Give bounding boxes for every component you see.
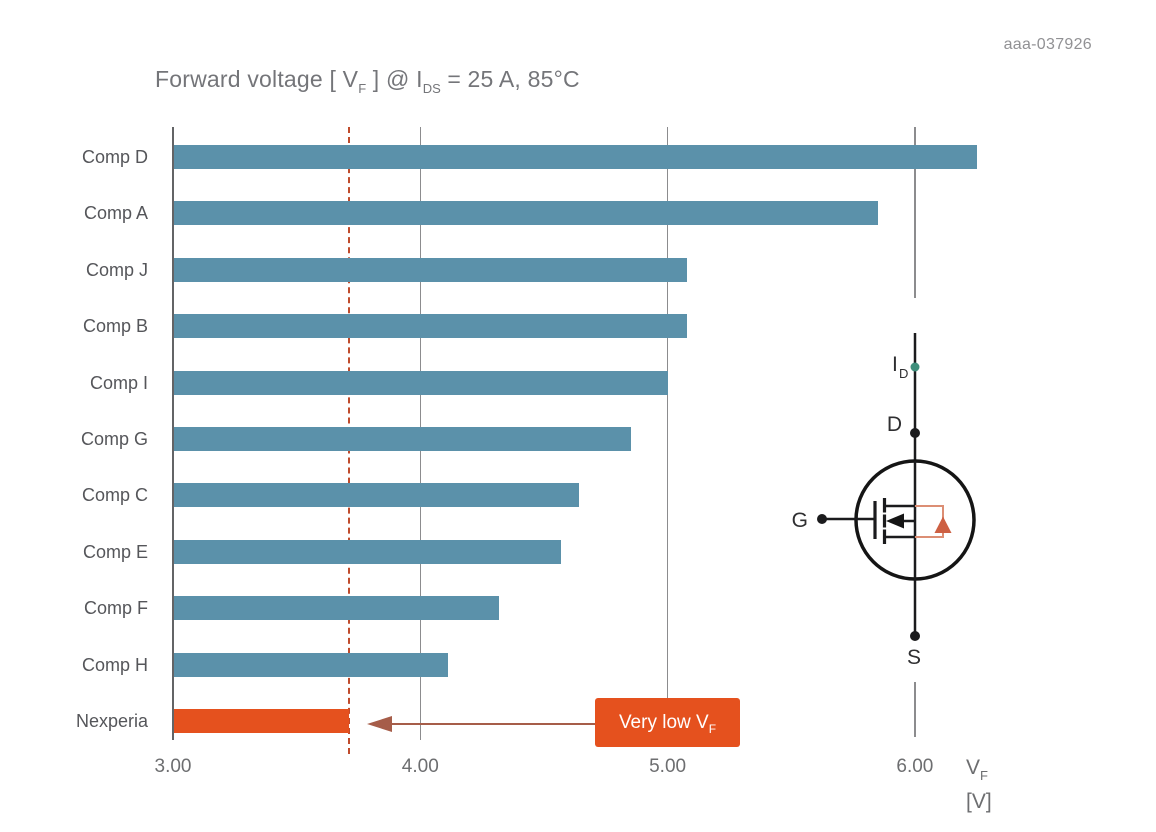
bar-comp-g (174, 427, 631, 451)
annotation-arrowhead-icon (367, 716, 392, 732)
chart-title: Forward voltage [ VF ] @ IDS = 25 A, 85°… (155, 66, 580, 96)
mosfet-circuit-diagram: I D D G S (792, 333, 976, 669)
annotation-arrow-line (391, 723, 595, 725)
axis-unit-text: [V] (966, 790, 992, 813)
bar-comp-j (174, 257, 688, 282)
category-label-comp-b: Comp B (82, 316, 148, 337)
category-label-comp-c: Comp C (81, 485, 148, 506)
title-part1: Forward voltage [ V (155, 66, 359, 92)
bar-comp-a (174, 201, 878, 226)
gridline-6.00 (914, 127, 916, 298)
axis-symbol-sub: F (980, 768, 988, 783)
gate-label: G (792, 509, 808, 532)
current-label-sub: D (899, 366, 908, 381)
bar-comp-f (174, 596, 500, 621)
x-tick-label-6.00: 6.00 (896, 756, 934, 777)
drain-dot (910, 428, 920, 438)
bar-comp-d (174, 145, 977, 169)
current-label: I (892, 353, 898, 376)
bar-comp-c (174, 483, 579, 508)
source-label: S (907, 646, 921, 669)
title-sub-ds: DS (422, 81, 441, 96)
x-tick-label-5.00: 5.00 (649, 756, 687, 777)
category-label-comp-g: Comp G (80, 429, 148, 449)
axis-symbol: V (966, 756, 981, 779)
current-dot (910, 362, 920, 372)
annotation-box: Very low VF (595, 698, 740, 747)
category-label-comp-d: Comp D (81, 147, 148, 167)
x-tick-label-3.00: 3.00 (154, 756, 192, 777)
y-axis-line (172, 127, 174, 740)
category-label-comp-a: Comp A (83, 203, 148, 224)
category-label-nexperia: Nexperia (75, 711, 148, 731)
category-label-comp-e: Comp E (82, 541, 148, 562)
bar-comp-i (174, 370, 668, 395)
gridline-6.00 (914, 682, 916, 737)
title-part3: = 25 A, 85°C (440, 66, 580, 92)
doc-code: aaa-037926 (1003, 36, 1092, 53)
x-tick-label-4.00: 4.00 (401, 756, 439, 777)
category-label-comp-j: Comp J (85, 259, 148, 280)
annotation-sub: F (708, 722, 717, 736)
body-diode-triangle-icon (934, 516, 952, 533)
body-arrow-icon (886, 513, 904, 529)
drain-label: D (887, 413, 902, 436)
annotation-text: Very low V (618, 712, 709, 733)
x-axis-title: VF [V] (966, 755, 992, 815)
category-label-comp-i: Comp I (89, 372, 148, 393)
title-part2: ] @ I (366, 66, 423, 92)
category-label-comp-h: Comp H (81, 654, 148, 675)
source-dot (910, 631, 920, 641)
bar-nexperia (174, 709, 349, 733)
title-sub-f: F (358, 81, 367, 96)
category-label-comp-f: Comp F (83, 598, 148, 619)
bar-comp-b (174, 314, 688, 339)
gridline-5.00 (666, 127, 669, 740)
bar-comp-e (174, 539, 562, 564)
bar-comp-h (174, 652, 448, 677)
